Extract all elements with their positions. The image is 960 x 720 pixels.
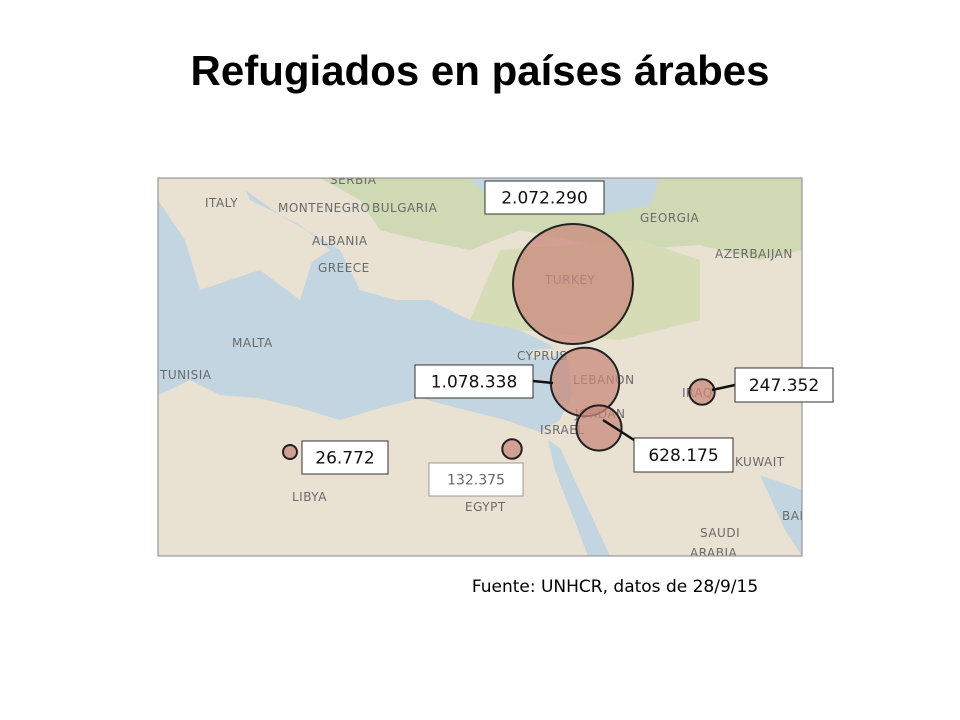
bubble (688, 378, 716, 406)
leader-line (602, 418, 635, 442)
place-name: GREECE (318, 261, 370, 275)
island (530, 348, 560, 358)
place-name: BULGARIA (372, 201, 438, 215)
place-name: ITALY (205, 196, 238, 210)
value-label: 26.772 (315, 449, 374, 469)
value-label: 1.078.338 (431, 373, 518, 393)
source: Fuente: UNHCR, datos de 28/9/15 (472, 577, 758, 597)
place-name: GEORGIA (640, 211, 700, 225)
sea (760, 475, 802, 556)
value-label: 2.072.290 (501, 189, 588, 209)
bubble (512, 223, 634, 345)
leader-line (532, 379, 554, 385)
value-label: 628.175 (648, 446, 718, 466)
label-box (484, 180, 605, 215)
place-name: LIBYA (292, 490, 327, 504)
label-box (633, 437, 734, 473)
place-name: ALBANIA (312, 234, 368, 248)
label-box (301, 440, 389, 475)
bubble (282, 444, 298, 460)
place-name: BAH (782, 509, 809, 523)
place-name: ARABIA (690, 546, 738, 560)
value-label: 247.352 (749, 376, 819, 396)
label-box (734, 367, 834, 403)
place-name: EGYPT (465, 500, 506, 514)
place-name: AZERBAIJAN (715, 247, 793, 261)
place-name: ISRAEL (540, 423, 584, 437)
place-name: MALTA (232, 336, 273, 350)
bubble (575, 404, 623, 452)
place-name: SAUDI (700, 526, 740, 540)
place-name: TUNISIA (159, 368, 212, 382)
map-border (157, 177, 803, 557)
place-name: MONTENEGRO (278, 201, 370, 215)
bubble (549, 346, 621, 418)
label-box (428, 462, 524, 497)
leader-line (711, 383, 736, 392)
value-label: 132.375 (447, 473, 505, 489)
sea (548, 440, 610, 556)
place-name: KUWAIT (735, 455, 785, 469)
label-box (414, 364, 534, 399)
title: Refugiados en países árabes (191, 47, 770, 94)
place-name: SERBIA (330, 173, 377, 187)
place-name: CYPRUS (517, 349, 567, 363)
bubble (501, 438, 523, 460)
